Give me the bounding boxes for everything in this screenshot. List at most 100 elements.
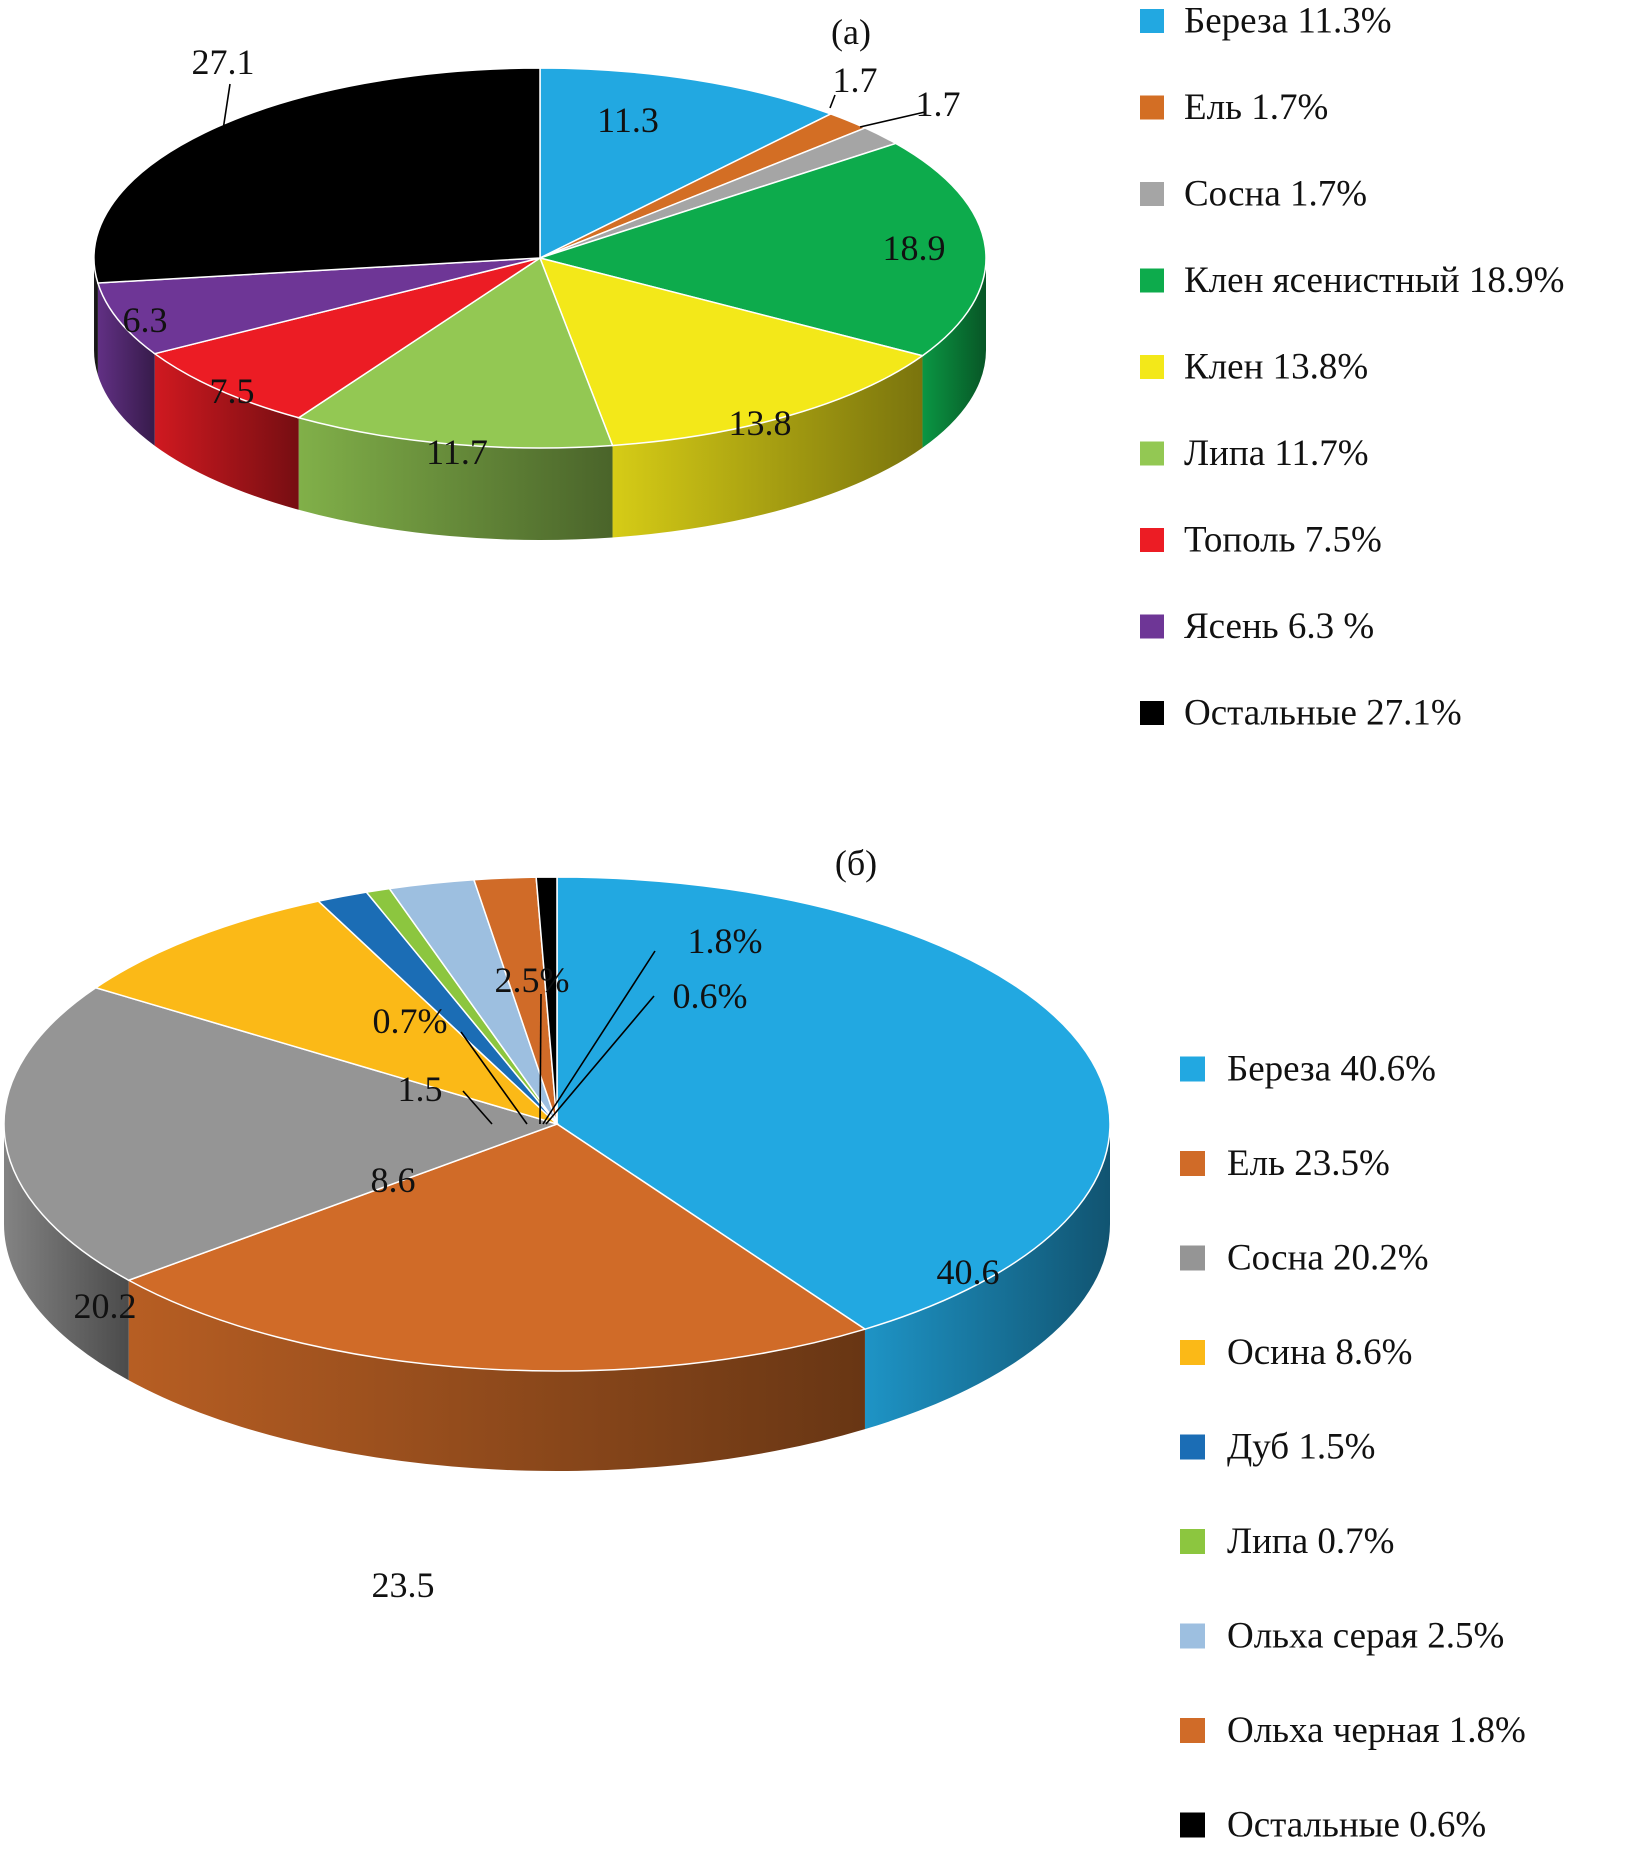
legend-swatch xyxy=(1140,95,1164,120)
pie-slice-тополь xyxy=(152,257,541,419)
data-label-дуб: 1.5 xyxy=(398,1069,443,1109)
leader-line-ель xyxy=(829,94,836,109)
legend-item-ель: Ель 23.5% xyxy=(1180,1143,1390,1184)
leader-line-ольха-черная xyxy=(542,950,656,1125)
legend-label: Ольха серая 2.5% xyxy=(1227,1616,1504,1657)
data-label-береза: 40.6 xyxy=(937,1252,1000,1292)
pie-slice-клен xyxy=(538,256,925,447)
pie-slice-ель xyxy=(126,1123,867,1372)
data-label-сосна: 20.2 xyxy=(74,1286,137,1326)
legend-item-ясень: Ясень 6.3 % xyxy=(1140,606,1374,647)
pie-slice-ясень xyxy=(96,257,541,355)
data-label-клен-ясенистный: 18.9 xyxy=(883,228,946,268)
pie-side-ель xyxy=(128,1280,865,1471)
legend-label: Сосна 20.2% xyxy=(1227,1238,1429,1279)
legend-label: Тополь 7.5% xyxy=(1184,520,1382,561)
pie-slice-остальные xyxy=(93,67,541,284)
legend-swatch xyxy=(1180,1812,1205,1838)
legend-swatch xyxy=(1180,1623,1205,1649)
legend-label: Ель 23.5% xyxy=(1227,1143,1390,1184)
legend-swatch xyxy=(1140,441,1164,466)
pie-chart-2: 40.6 23.5 20.2 8.6 1.5 0.7% 2.5% 1.8% 0.6% (б) Бер… xyxy=(3,843,1526,1846)
data-label-липа: 11.7 xyxy=(426,432,488,472)
legend-item-ольха-серая: Ольха серая 2.5% xyxy=(1180,1616,1504,1657)
data-label-тополь: 7.5 xyxy=(210,371,255,411)
legend-item-береза: Береза 40.6% xyxy=(1180,1049,1436,1090)
legend-label: Сосна 1.7% xyxy=(1184,174,1367,215)
leader-line-ольха-серая xyxy=(539,993,542,1125)
legend: Береза 11.3% Ель 1.7% Сосна 1.7% Клен ясени… xyxy=(1140,1,1564,734)
data-label-клен: 13.8 xyxy=(729,403,792,443)
leader-line-остальные xyxy=(222,83,231,131)
legend-label: Дуб 1.5% xyxy=(1227,1427,1375,1468)
panel-label: (а) xyxy=(831,12,871,52)
pie-side-береза xyxy=(864,1124,1110,1430)
data-label-осина: 8.6 xyxy=(371,1160,416,1200)
panel-label: (б) xyxy=(835,843,877,883)
legend-label: Остальные 27.1% xyxy=(1184,693,1462,734)
pie-slice-клен-ясенистный xyxy=(537,142,987,357)
legend-label: Ольха черная 1.8% xyxy=(1227,1710,1526,1751)
legend-item-дуб: Дуб 1.5% xyxy=(1180,1427,1375,1468)
legend-swatch xyxy=(1140,9,1164,33)
leader-line-сосна xyxy=(859,111,926,128)
legend-item-остальные: Остальные 0.6% xyxy=(1180,1805,1486,1846)
legend-label: Липа 11.7% xyxy=(1184,433,1369,474)
pie-side-тополь xyxy=(154,353,299,510)
leader-line-дуб xyxy=(462,1090,493,1125)
legend-label: Клен 13.8% xyxy=(1184,347,1368,388)
legend-item-клен-ясенистный: Клен ясенистный 18.9% xyxy=(1140,260,1564,301)
legend-swatch xyxy=(1180,1056,1205,1082)
legend-item-липа: Липа 0.7% xyxy=(1180,1521,1394,1562)
pie-side-сосна xyxy=(4,1124,129,1381)
legend-item-береза: Береза 11.3% xyxy=(1140,1,1392,42)
legend-label: Ясень 6.3 % xyxy=(1184,606,1374,647)
data-label-ясень: 6.3 xyxy=(123,300,168,340)
pie-chart-1: 11.3 1.7 1.7 18.9 13.8 11.7 7.5 6.3 27.1 (а) Берез… xyxy=(93,1,1564,734)
legend-label: Береза 11.3% xyxy=(1184,1,1392,42)
legend-item-тополь: Тополь 7.5% xyxy=(1140,520,1382,561)
data-label-ольха-черная: 1.8% xyxy=(688,921,763,961)
data-label-остальные: 0.6% xyxy=(673,976,748,1016)
legend-swatch xyxy=(1180,1340,1205,1365)
legend-item-клен: Клен 13.8% xyxy=(1140,347,1368,388)
legend: Береза 40.6% Ель 23.5% Сосна 20.2% Осина 8.… xyxy=(1180,1049,1526,1846)
data-label-липа: 0.7% xyxy=(373,1001,448,1041)
data-label-ель: 23.5 xyxy=(372,1565,435,1605)
legend-item-остальные: Остальные 27.1% xyxy=(1140,693,1462,734)
legend-swatch xyxy=(1140,701,1164,725)
legend-item-сосна: Сосна 20.2% xyxy=(1180,1238,1429,1279)
legend-swatch xyxy=(1140,614,1164,639)
pie-side-остальные xyxy=(94,258,98,375)
legend-swatch xyxy=(1180,1529,1205,1554)
legend-swatch xyxy=(1180,1434,1205,1460)
pie-slice-остальные xyxy=(535,876,558,1125)
data-label-сосна: 1.7 xyxy=(916,84,961,124)
legend-label: Осина 8.6% xyxy=(1227,1332,1413,1373)
legend-swatch xyxy=(1180,1245,1205,1271)
pie-side-клен-ясенистный xyxy=(922,258,986,448)
legend-swatch xyxy=(1140,355,1164,379)
legend-label: Остальные 0.6% xyxy=(1227,1805,1486,1846)
legend-swatch xyxy=(1180,1718,1205,1743)
legend-item-осина: Осина 8.6% xyxy=(1180,1332,1413,1373)
data-label-ольха-серая: 2.5% xyxy=(495,960,570,1000)
data-label-ель: 1.7 xyxy=(833,60,878,100)
leader-line-остальные xyxy=(545,995,655,1125)
legend-item-ольха-черная: Ольха черная 1.8% xyxy=(1180,1710,1526,1751)
legend-swatch xyxy=(1140,182,1164,206)
data-label-остальные: 27.1 xyxy=(192,42,255,82)
pie-slice-береза xyxy=(556,876,1111,1330)
legend-swatch xyxy=(1180,1151,1205,1176)
pie-side-ясень xyxy=(97,282,155,446)
data-label-береза: 11.3 xyxy=(597,100,659,140)
leader-line-липа xyxy=(460,1031,528,1125)
legend-item-сосна: Сосна 1.7% xyxy=(1140,174,1367,215)
pie-slice-осина xyxy=(94,900,558,1125)
pie-slice-береза xyxy=(539,67,833,260)
pie-slice-сосна xyxy=(3,986,560,1282)
legend-label: Ель 1.7% xyxy=(1184,87,1328,128)
pie-side-клен xyxy=(612,355,923,538)
legend-label: Липа 0.7% xyxy=(1227,1521,1394,1562)
